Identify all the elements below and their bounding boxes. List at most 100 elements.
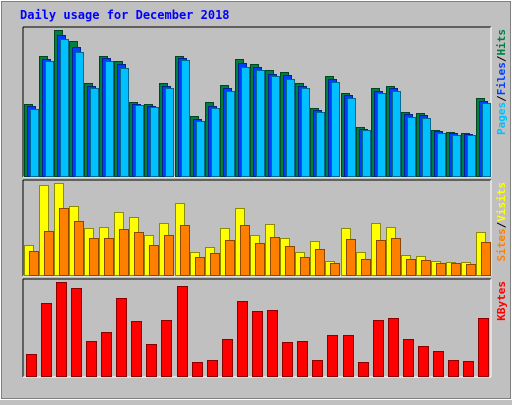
bar-kbytes-day-18 [282, 342, 293, 377]
bar-kbytes-day-7 [116, 298, 127, 377]
bar-kbytes-day-22 [343, 335, 354, 377]
bar-kbytes-day-15 [237, 301, 248, 377]
bar-kbytes-day-14 [222, 339, 233, 377]
bar-sites-day-8 [134, 232, 144, 276]
bar-pages-day-2 [45, 61, 54, 177]
bar-pages-day-9 [150, 107, 159, 177]
bar-sites-day-5 [89, 238, 99, 276]
bar-kbytes-day-6 [101, 332, 112, 377]
bar-sites-day-18 [285, 246, 295, 276]
bar-kbytes-day-9 [146, 344, 157, 377]
bar-pages-day-6 [105, 61, 114, 177]
bar-sites-day-10 [164, 235, 174, 276]
bar-sites-day-4 [74, 221, 84, 276]
panel-bottom-side-label-part: KBytes [495, 281, 508, 321]
bar-pages-day-19 [301, 88, 310, 177]
bar-pages-day-16 [256, 70, 265, 177]
bar-sites-day-24 [376, 240, 386, 276]
bar-sites-day-17 [270, 237, 280, 276]
bar-kbytes-day-2 [41, 303, 52, 377]
bar-kbytes-day-11 [177, 286, 188, 377]
bar-kbytes-day-8 [131, 321, 142, 377]
bar-sites-day-6 [104, 238, 114, 276]
bar-sites-day-27 [421, 260, 431, 276]
bar-pages-day-20 [316, 112, 325, 177]
bar-pages-day-10 [165, 88, 174, 177]
bar-sites-day-16 [255, 243, 265, 276]
bar-kbytes-day-20 [312, 360, 323, 377]
bar-kbytes-day-25 [388, 318, 399, 377]
panel-top-side-label-part: Hits [495, 29, 508, 56]
bar-pages-day-13 [211, 108, 220, 177]
bar-pages-day-8 [135, 105, 144, 177]
panel-top-side-label-part: / [495, 95, 508, 102]
bar-kbytes-day-28 [433, 351, 444, 377]
bar-kbytes-day-31 [478, 318, 489, 377]
bar-kbytes-day-26 [403, 339, 414, 377]
bar-pages-day-22 [347, 98, 356, 177]
bar-kbytes-day-29 [448, 360, 459, 377]
bar-sites-day-1 [29, 251, 39, 276]
bar-sites-day-11 [180, 225, 190, 276]
panel-top-side-label: Pages/Files/Hits [495, 29, 508, 135]
bar-pages-day-3 [60, 39, 69, 177]
bar-pages-day-11 [181, 60, 190, 177]
bar-kbytes-day-19 [297, 341, 308, 377]
panel-top-side-label-part: / [495, 55, 508, 62]
bar-sites-day-21 [330, 263, 340, 276]
bar-sites-day-13 [210, 253, 220, 276]
bar-pages-day-1 [30, 109, 39, 177]
bar-sites-day-25 [391, 238, 401, 276]
bar-sites-day-9 [149, 245, 159, 276]
bar-kbytes-day-21 [327, 335, 338, 377]
bar-kbytes-day-30 [463, 361, 474, 377]
bar-pages-day-30 [467, 135, 476, 177]
bar-pages-day-7 [120, 68, 129, 177]
bar-kbytes-day-4 [71, 288, 82, 377]
panel-mid-side-label-part: Sites [495, 228, 508, 261]
bar-pages-day-21 [331, 82, 340, 177]
bar-pages-day-17 [271, 76, 280, 177]
bar-sites-day-30 [466, 264, 476, 276]
bar-pages-day-31 [482, 103, 491, 177]
bar-sites-day-23 [361, 259, 371, 276]
bar-kbytes-day-23 [358, 362, 369, 377]
bar-pages-day-12 [196, 121, 205, 177]
bar-sites-day-7 [119, 229, 129, 276]
bar-kbytes-day-13 [207, 360, 218, 377]
bar-sites-day-14 [225, 240, 235, 276]
bar-pages-day-18 [286, 79, 295, 177]
bar-sites-day-3 [59, 208, 69, 276]
panel-top-side-label-part: Pages [495, 102, 508, 135]
bar-kbytes-day-3 [56, 282, 67, 377]
panel-mid-side-label-part: Visits [495, 182, 508, 222]
bar-sites-day-22 [346, 239, 356, 276]
bar-sites-day-15 [240, 225, 250, 276]
bar-kbytes-day-5 [86, 341, 97, 377]
bar-sites-day-26 [406, 259, 416, 276]
panel-mid-side-label: Sites/Visits [495, 182, 508, 262]
bar-kbytes-day-17 [267, 310, 278, 377]
bar-sites-day-31 [481, 242, 491, 276]
bar-pages-day-24 [377, 93, 386, 177]
bar-sites-day-28 [436, 263, 446, 276]
bar-pages-day-5 [90, 88, 99, 177]
bar-pages-day-4 [75, 52, 84, 177]
panel-bottom-side-label: KBytes [495, 281, 508, 321]
bar-kbytes-day-27 [418, 346, 429, 377]
bar-pages-day-29 [452, 135, 461, 177]
chart-title: Daily usage for December 2018 [20, 8, 230, 22]
bar-kbytes-day-16 [252, 311, 263, 377]
bar-sites-day-2 [44, 231, 54, 276]
bar-pages-day-23 [362, 130, 371, 177]
bar-pages-day-15 [241, 67, 250, 177]
panel-mid-side-label-part: / [495, 221, 508, 228]
bar-pages-day-26 [407, 117, 416, 177]
bar-sites-day-12 [195, 257, 205, 276]
bar-sites-day-20 [315, 249, 325, 276]
bar-kbytes-day-24 [373, 320, 384, 377]
bar-kbytes-day-1 [26, 354, 37, 377]
